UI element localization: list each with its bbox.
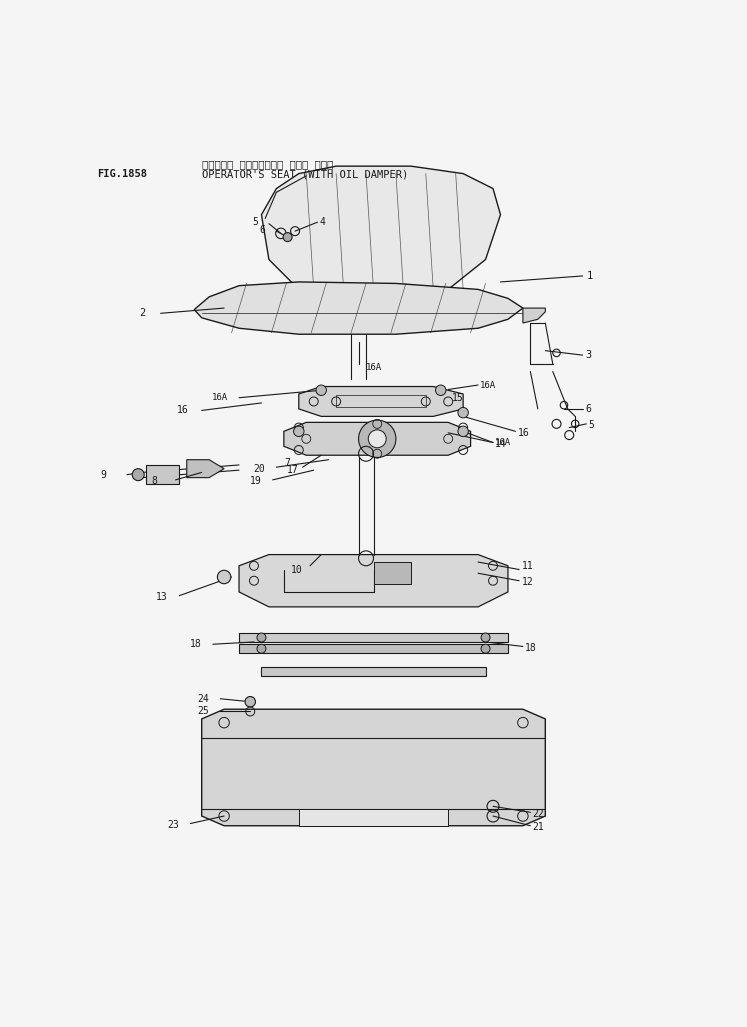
Text: 9: 9 xyxy=(101,469,107,480)
Text: 22: 22 xyxy=(533,809,545,819)
Polygon shape xyxy=(299,808,448,826)
Circle shape xyxy=(132,468,144,481)
Text: 12: 12 xyxy=(521,577,533,587)
Text: OPERATOR'S SEAT (WITH OIL DAMPER): OPERATOR'S SEAT (WITH OIL DAMPER) xyxy=(202,169,408,179)
Text: 2: 2 xyxy=(140,308,146,318)
Text: FIG.1858: FIG.1858 xyxy=(97,169,147,179)
Circle shape xyxy=(257,644,266,653)
Polygon shape xyxy=(523,308,545,324)
Text: 15: 15 xyxy=(452,392,464,403)
Text: 5: 5 xyxy=(589,420,595,430)
Text: 19: 19 xyxy=(249,477,261,487)
Circle shape xyxy=(245,696,255,707)
Polygon shape xyxy=(194,282,523,334)
Polygon shape xyxy=(261,166,500,302)
Circle shape xyxy=(368,430,386,448)
Text: 16A: 16A xyxy=(366,364,382,373)
Text: 6: 6 xyxy=(259,225,265,234)
Text: 16A: 16A xyxy=(495,439,512,447)
Circle shape xyxy=(458,426,468,436)
Polygon shape xyxy=(239,633,508,642)
Text: 4: 4 xyxy=(320,217,326,227)
Circle shape xyxy=(359,420,396,457)
Text: 5: 5 xyxy=(252,217,258,227)
Text: 7: 7 xyxy=(284,458,290,467)
Text: 23: 23 xyxy=(167,820,179,830)
Text: 1: 1 xyxy=(586,271,592,281)
Polygon shape xyxy=(239,555,508,607)
Text: 16: 16 xyxy=(177,406,189,415)
Circle shape xyxy=(316,385,326,395)
Polygon shape xyxy=(146,465,179,484)
Circle shape xyxy=(458,408,468,418)
Text: 10: 10 xyxy=(291,565,303,574)
Text: 6: 6 xyxy=(585,404,591,414)
Polygon shape xyxy=(187,460,224,478)
Text: 20: 20 xyxy=(253,463,265,473)
Circle shape xyxy=(217,570,231,583)
Circle shape xyxy=(436,385,446,395)
Polygon shape xyxy=(284,422,471,455)
Text: 8: 8 xyxy=(151,476,157,486)
Text: 18: 18 xyxy=(190,639,202,649)
Text: 16A: 16A xyxy=(480,381,497,389)
Polygon shape xyxy=(202,710,545,826)
Text: 16A: 16A xyxy=(211,393,228,403)
Text: 25: 25 xyxy=(197,707,209,717)
Text: 24: 24 xyxy=(197,694,209,703)
Circle shape xyxy=(481,644,490,653)
Circle shape xyxy=(294,426,304,436)
Polygon shape xyxy=(299,386,463,416)
Circle shape xyxy=(257,633,266,642)
Text: 17: 17 xyxy=(287,465,299,476)
Circle shape xyxy=(283,233,292,241)
Polygon shape xyxy=(261,667,486,676)
Text: 13: 13 xyxy=(156,593,168,602)
Text: 14: 14 xyxy=(495,439,507,449)
Polygon shape xyxy=(374,562,411,584)
Polygon shape xyxy=(239,644,508,653)
Text: 16: 16 xyxy=(518,428,530,438)
Text: 11: 11 xyxy=(521,561,533,571)
Text: 18: 18 xyxy=(525,643,537,653)
Text: 3: 3 xyxy=(585,350,591,360)
Text: オペレータ シート（オイル ダンパ サキ）: オペレータ シート（オイル ダンパ サキ） xyxy=(202,159,333,168)
Text: 21: 21 xyxy=(533,823,545,832)
Circle shape xyxy=(481,633,490,642)
